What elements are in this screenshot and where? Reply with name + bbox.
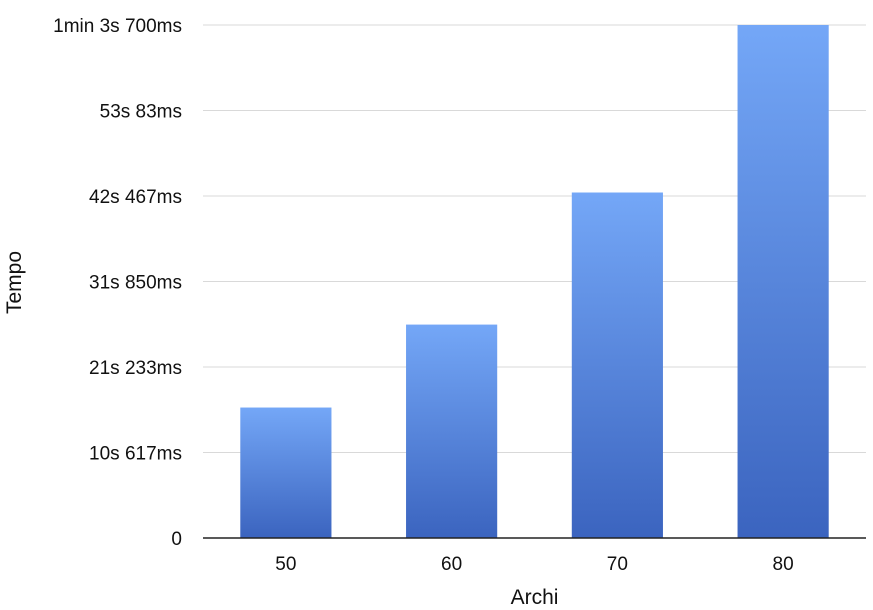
x-tick-labels: 50 60 70 80	[275, 554, 793, 575]
bar-50	[240, 407, 332, 538]
y-tick-label: 31s 850ms	[89, 273, 182, 294]
bar-80	[737, 25, 829, 538]
x-tick-label: 70	[607, 554, 628, 575]
y-tick-label: 21s 233ms	[89, 358, 182, 379]
y-tick-label: 42s 467ms	[89, 187, 182, 208]
x-tick-label: 80	[773, 554, 794, 575]
bars	[240, 25, 829, 539]
x-tick-label: 50	[275, 554, 296, 575]
y-tick-label: 53s 83ms	[100, 102, 182, 123]
y-tick-label: 10s 617ms	[89, 443, 182, 464]
y-tick-labels: 0 10s 617ms 21s 233ms 31s 850ms 42s 467ms 53s…	[53, 16, 182, 550]
y-axis-title: Tempo	[3, 251, 26, 314]
bar-60	[406, 324, 498, 538]
y-tick-label: 1min 3s 700ms	[53, 16, 182, 37]
bar-70	[571, 192, 663, 539]
y-tick-label: 0	[171, 529, 182, 550]
x-axis-title: Archi	[511, 586, 559, 609]
x-tick-label: 60	[441, 554, 462, 575]
